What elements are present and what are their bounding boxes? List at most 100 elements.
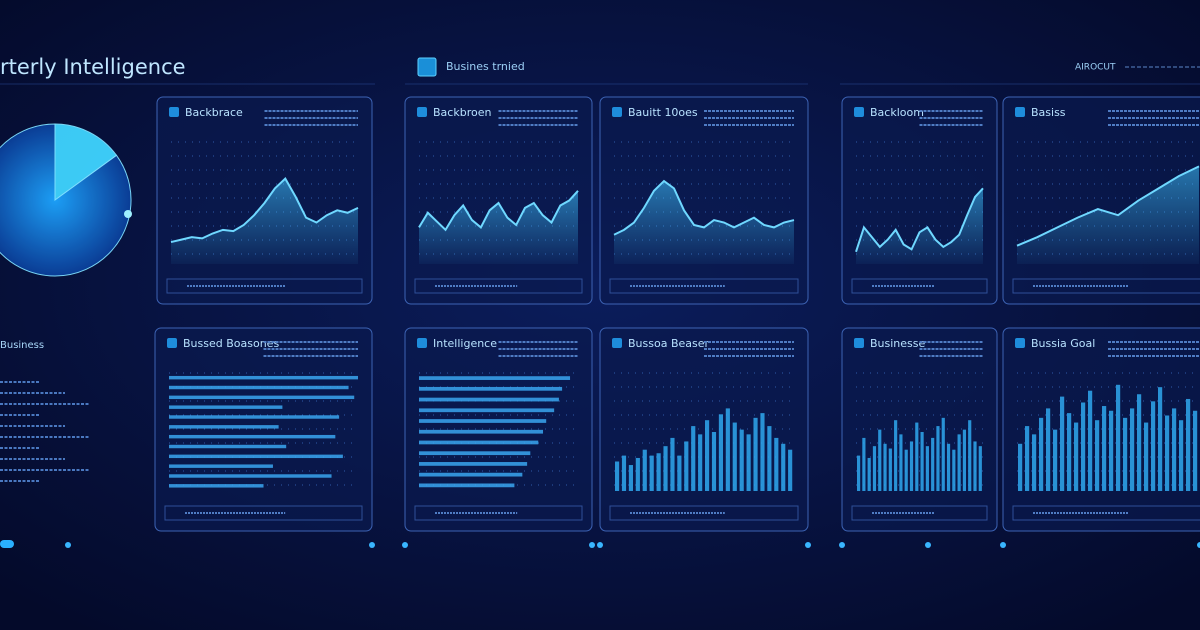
bar	[1018, 443, 1023, 491]
panel-title: Intelligence	[433, 337, 497, 350]
panel	[154, 327, 373, 532]
bar	[788, 449, 793, 491]
bar	[878, 429, 882, 491]
page-title: rterly Intelligence	[0, 55, 186, 79]
bar	[968, 420, 972, 491]
decor	[124, 210, 132, 218]
bar	[635, 457, 640, 491]
bar	[732, 422, 737, 491]
decor	[597, 542, 603, 548]
bar	[615, 461, 620, 491]
decor	[166, 278, 363, 294]
bar	[1179, 420, 1184, 491]
bar	[753, 417, 758, 491]
panel-title: Bauitt 10oes	[628, 106, 698, 119]
panels: Backbrace Backbroen Bauitt 10oes Backloom Ba…	[0, 96, 1200, 548]
decor	[1012, 278, 1200, 294]
bar	[677, 455, 682, 491]
bar	[628, 465, 633, 491]
bar	[419, 451, 531, 456]
panel-icon	[612, 338, 622, 348]
area	[1017, 166, 1199, 264]
bar	[419, 408, 555, 413]
bar	[1116, 384, 1121, 491]
bar	[169, 385, 349, 390]
decor	[805, 542, 811, 548]
decor	[65, 542, 71, 548]
bar	[1137, 394, 1142, 491]
panel-icon	[167, 338, 177, 348]
bar	[909, 441, 914, 491]
bar	[1039, 417, 1044, 491]
area	[856, 188, 983, 264]
panel-title: Backloom	[870, 106, 924, 119]
bar	[1088, 390, 1093, 491]
bar	[1102, 406, 1107, 491]
bar	[621, 455, 627, 491]
bar	[169, 405, 283, 409]
bar	[867, 457, 871, 491]
bar	[1025, 426, 1030, 491]
panel-icon	[1015, 107, 1025, 117]
bar	[1095, 420, 1100, 491]
bar	[419, 386, 563, 391]
line	[855, 187, 984, 253]
pie-slice	[54, 123, 118, 201]
decor	[164, 505, 363, 521]
bar	[857, 455, 861, 491]
line	[613, 179, 795, 236]
bar	[649, 455, 654, 491]
decor	[369, 542, 375, 548]
decor	[414, 505, 583, 521]
panel	[599, 327, 809, 532]
decor	[851, 505, 988, 521]
bar	[941, 417, 945, 491]
bar	[169, 415, 340, 419]
area	[614, 181, 794, 264]
bar	[1158, 387, 1163, 491]
center-label: Busines trnied	[446, 60, 525, 73]
icon	[417, 57, 437, 77]
panel-title: Backbroen	[433, 106, 491, 119]
bar	[684, 441, 689, 491]
bar	[1123, 417, 1128, 491]
panel-title: Bussoa Beaser	[628, 337, 710, 350]
bar	[915, 422, 919, 491]
panel-icon	[612, 107, 622, 117]
bar	[419, 483, 515, 488]
bar	[888, 448, 892, 491]
bar	[169, 454, 343, 459]
bar	[904, 449, 908, 491]
pie-slice	[0, 123, 132, 277]
decor	[1000, 542, 1006, 548]
side-title: Business	[0, 340, 44, 351]
bar	[936, 426, 940, 491]
bar	[1151, 401, 1156, 491]
bar	[1186, 398, 1191, 491]
bar	[1074, 422, 1079, 491]
decor	[839, 542, 845, 548]
bar	[419, 462, 528, 466]
bar	[419, 472, 523, 477]
right-label: AIROCUT	[1075, 63, 1116, 73]
bar	[883, 443, 887, 491]
bar	[931, 437, 935, 491]
decor	[0, 540, 14, 548]
bar	[691, 426, 696, 491]
bar	[1193, 410, 1198, 491]
bar	[862, 437, 866, 491]
decor	[414, 278, 583, 294]
decor	[1197, 542, 1200, 548]
bar	[774, 437, 779, 491]
panel	[156, 96, 373, 305]
bar	[711, 432, 717, 491]
bar	[872, 446, 877, 491]
bar	[946, 443, 951, 491]
bar	[169, 425, 279, 429]
panel	[404, 96, 593, 305]
bar	[1053, 429, 1058, 491]
panel-title: Bussed Boasones	[183, 337, 279, 350]
bar	[1060, 396, 1065, 491]
